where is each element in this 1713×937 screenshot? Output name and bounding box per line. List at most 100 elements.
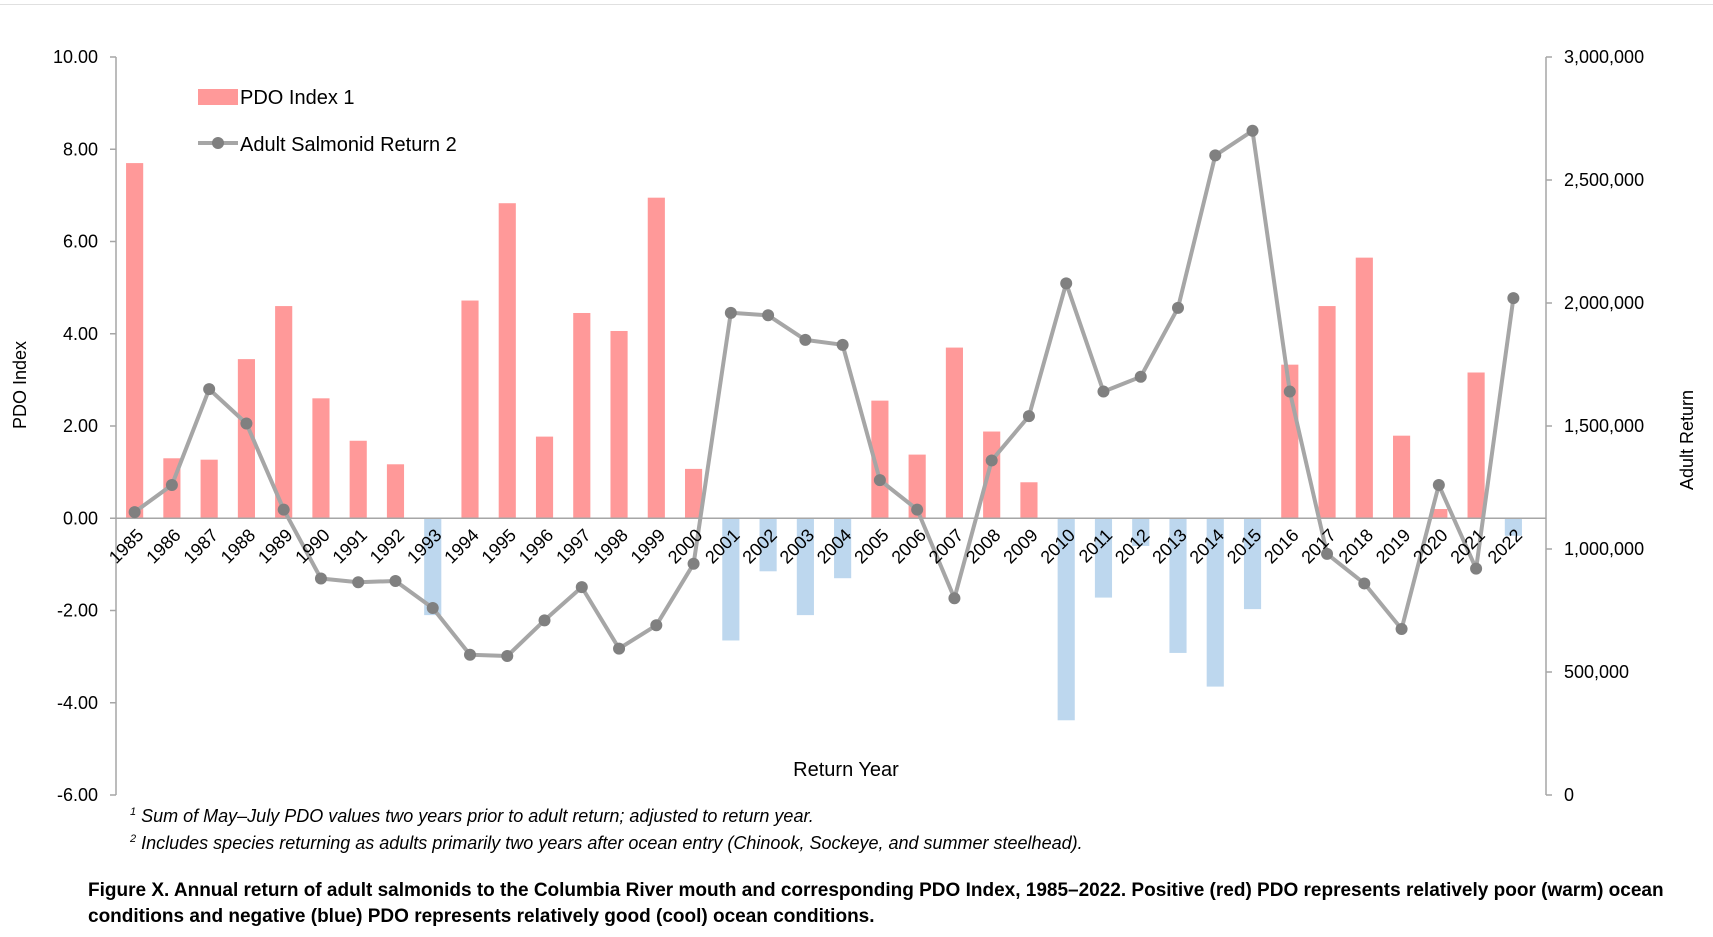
salmon-return-point	[538, 614, 551, 627]
salmon-return-point	[203, 383, 216, 396]
pdo-bar	[1318, 306, 1336, 519]
left-tick-label: 10.00	[53, 47, 98, 67]
left-tick-label: -2.00	[57, 601, 98, 621]
x-tick-label: 2016	[1260, 525, 1302, 567]
x-tick-label: 1985	[105, 525, 147, 567]
salmon-return-point	[873, 474, 886, 487]
footnote-1: 1 Sum of May–July PDO values two years p…	[130, 806, 814, 827]
x-tick-label: 1997	[552, 525, 594, 567]
x-tick-label: 2008	[962, 525, 1004, 567]
x-tick-label: 1996	[515, 525, 557, 567]
salmon-return-point	[911, 503, 924, 516]
pdo-bar	[349, 440, 367, 519]
left-axis-ticks: 10.00 8.00 6.00 4.00 2.00 0.00 -2.00 -4.00 -6.00	[53, 47, 116, 805]
x-tick-label: 1989	[254, 525, 296, 567]
pdo-bar	[1243, 518, 1262, 610]
x-tick-label: 1991	[329, 525, 371, 567]
salmon-return-point	[1432, 479, 1445, 492]
x-tick-label: 1988	[217, 525, 259, 567]
salmon-return-point	[1134, 370, 1147, 383]
salmon-return-point	[613, 642, 626, 655]
salmon-return-point	[128, 506, 141, 519]
salmon-return-point	[836, 338, 849, 351]
x-tick-label: 1999	[627, 525, 669, 567]
x-tick-labels: 1985198619871988198919901991199219931994…	[105, 525, 1526, 567]
left-tick-label: 0.00	[63, 508, 98, 528]
right-tick-label: 0	[1564, 785, 1574, 805]
right-axis-ticks: 3,000,000 2,500,000 2,000,000 1,500,000 1,00…	[1546, 47, 1644, 805]
pdo-bars	[126, 163, 1522, 721]
salmon-return-point	[1470, 562, 1483, 575]
right-tick-label: 2,500,000	[1564, 170, 1644, 190]
pdo-bar	[759, 518, 777, 572]
right-tick-label: 500,000	[1564, 662, 1629, 682]
x-tick-label: 1998	[589, 525, 631, 567]
left-tick-label: 4.00	[63, 324, 98, 344]
pdo-bar	[1393, 435, 1411, 519]
pdo-bar	[1206, 518, 1224, 687]
pdo-bar	[945, 347, 963, 519]
pdo-bar	[647, 197, 665, 519]
pdo-bar	[1169, 518, 1187, 653]
right-axis-title: Adult Return	[1677, 390, 1697, 490]
pdo-bar	[908, 454, 926, 519]
salmon-return-point	[1321, 547, 1334, 560]
pdo-bar	[237, 359, 255, 519]
salmon-return-point	[985, 454, 998, 467]
salmon-return-point	[650, 619, 663, 632]
salmon-return-point	[1507, 292, 1520, 305]
pdo-bar	[424, 518, 442, 616]
footnote-1-marker: 1	[130, 806, 137, 818]
salmon-return-point	[762, 309, 775, 322]
footnote-1-text: Sum of May–July PDO values two years pri…	[141, 806, 814, 826]
pdo-bar	[1355, 257, 1373, 519]
salmon-return-point	[1060, 277, 1073, 290]
pdo-salmon-chart: 10.00 8.00 6.00 4.00 2.00 0.00 -2.00 -4.00 -6.00…	[10, 47, 1697, 805]
salmon-return-point	[1246, 124, 1259, 137]
pdo-bar	[1094, 518, 1113, 598]
salmon-return-point	[575, 581, 588, 594]
x-tick-label: 2007	[925, 525, 967, 567]
right-tick-label: 2,000,000	[1564, 293, 1644, 313]
left-tick-label: -6.00	[57, 785, 98, 805]
legend-label-pdo: PDO Index 1	[240, 87, 355, 109]
pdo-bar	[200, 459, 218, 519]
x-tick-label: 2019	[1372, 525, 1414, 567]
salmon-return-point	[948, 592, 961, 605]
figure-caption: Figure X. Annual return of adult salmoni…	[88, 880, 1664, 927]
pdo-bar	[498, 203, 516, 519]
left-axis-title: PDO Index	[10, 341, 30, 429]
footnote-2: 2 Includes species returning as adults p…	[130, 833, 1083, 854]
salmon-return-point	[277, 503, 290, 516]
x-tick-label: 1994	[440, 525, 482, 567]
pdo-bar	[1132, 518, 1150, 546]
pdo-bar	[275, 306, 293, 519]
pdo-bar	[386, 464, 405, 519]
x-tick-label: 2018	[1335, 525, 1377, 567]
pdo-bar	[1057, 518, 1075, 721]
x-tick-label: 2009	[999, 525, 1041, 567]
salmon-return-point	[501, 650, 514, 663]
x-tick-label: 1992	[366, 525, 408, 567]
pdo-bar	[1020, 482, 1038, 519]
salmon-return-point	[1172, 301, 1184, 314]
footnote-2-marker: 2	[130, 833, 137, 845]
salmon-return-point	[1022, 410, 1035, 423]
right-tick-label: 1,500,000	[1564, 416, 1644, 436]
x-tick-label: 1995	[478, 525, 520, 567]
x-tick-label: 2020	[1409, 525, 1451, 567]
pdo-bar	[685, 468, 703, 519]
left-tick-label: 2.00	[63, 416, 98, 436]
legend-swatch-marker	[212, 137, 224, 149]
salmon-return-point	[1097, 385, 1110, 398]
pdo-bar	[722, 518, 740, 641]
pdo-bar	[126, 163, 144, 519]
salmon-return-point	[165, 479, 178, 492]
salmon-return-point	[1358, 577, 1371, 590]
right-tick-label: 3,000,000	[1564, 47, 1644, 67]
left-tick-label: 6.00	[63, 232, 98, 252]
salmon-return-point	[240, 417, 253, 430]
salmon-return-point	[1283, 385, 1296, 398]
salmon-return-point	[1395, 622, 1408, 635]
left-tick-label: 8.00	[63, 139, 98, 159]
